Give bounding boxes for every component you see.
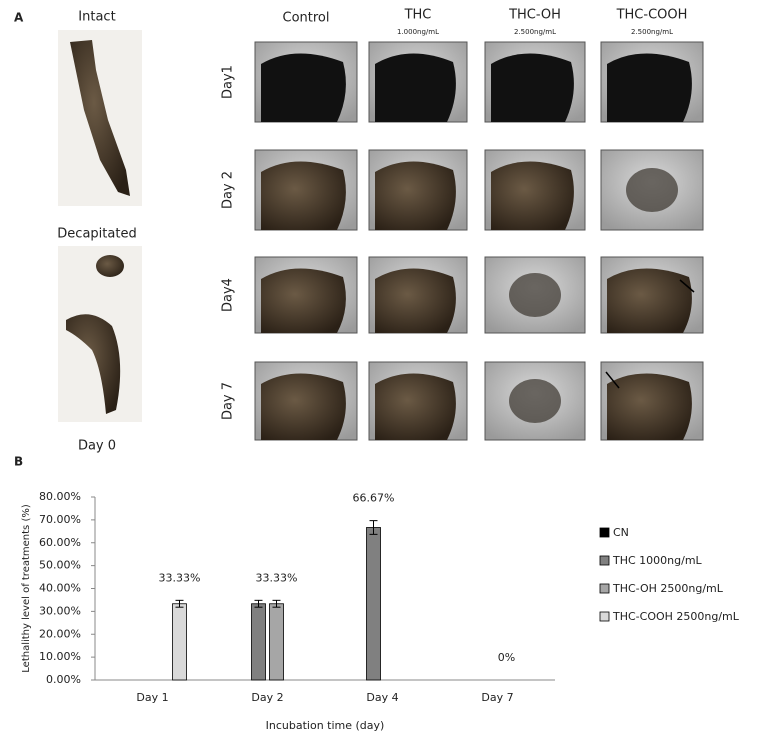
planarian-body — [261, 268, 346, 333]
x-tick-label: Day 7 — [481, 691, 513, 704]
intact-label: Intact — [78, 10, 115, 25]
column-dose: 1.000ng/mL — [397, 28, 439, 36]
panel-label: A — [14, 11, 24, 25]
y-tick-label: 10.00% — [39, 650, 81, 663]
y-tick-label: 70.00% — [39, 513, 81, 526]
y-tick-label: 30.00% — [39, 604, 81, 617]
bar — [251, 603, 266, 681]
y-tick-label: 80.00% — [39, 490, 81, 503]
planarian-body — [375, 373, 456, 440]
column-header: THC-COOH — [616, 8, 688, 23]
arrow — [605, 371, 620, 389]
tissue — [509, 273, 561, 317]
column-dose: 2.500ng/mL — [631, 28, 673, 36]
y-tick-label: 50.00% — [39, 559, 81, 572]
planarian-body — [607, 268, 692, 333]
planarian — [66, 314, 121, 414]
column-dose: 2.500ng/mL — [514, 28, 556, 36]
x-tick-label: Day 2 — [251, 691, 283, 704]
planarian-body — [491, 161, 574, 230]
legend-swatch — [599, 527, 610, 538]
x-tick-label: Day 1 — [136, 691, 168, 704]
data-label: 66.67% — [353, 492, 395, 505]
y-tick-label: 40.00% — [39, 582, 81, 595]
y-tick-label: 0.00% — [46, 673, 81, 686]
legend-swatch — [599, 611, 610, 622]
row-label: Day1 — [221, 65, 236, 99]
column-header: THC-OH — [508, 8, 561, 23]
legend-label: THC-OH 2500ng/mL — [612, 582, 724, 595]
planarian-body — [607, 53, 692, 122]
y-tick-label: 60.00% — [39, 536, 81, 549]
chart: 0.00% 10.00% 20.00% 30.00% 40.00% 50.00% 60.00… — [21, 490, 740, 732]
decapitated-label: Decapitated — [57, 227, 136, 242]
bar — [366, 527, 381, 681]
legend-label: CN — [613, 526, 629, 539]
y-axis-title: Lethalithy level of treatments (%) — [21, 504, 32, 673]
planarian-body — [261, 373, 346, 440]
x-tick-label: Day 4 — [366, 691, 398, 704]
planarian — [70, 40, 130, 196]
column-header: Control — [283, 11, 330, 26]
planarian-body — [261, 53, 346, 122]
arrow — [679, 279, 695, 293]
bar — [172, 603, 187, 681]
y-tick-label: 20.00% — [39, 627, 81, 640]
legend-label: THC 1000ng/mL — [612, 554, 703, 567]
legend-swatch — [599, 583, 610, 594]
x-axis-title: Incubation time (day) — [266, 719, 385, 732]
panel-label: B — [14, 455, 23, 469]
planarian-body — [375, 268, 456, 333]
bar — [269, 603, 284, 681]
legend-swatch — [599, 555, 610, 566]
photo-grid: Control THC 1.000ng/mL THC-OH 2.500ng/mL THC-… — [221, 8, 704, 441]
data-label: 33.33% — [159, 571, 201, 584]
data-label: 0% — [498, 651, 515, 664]
data-label: 33.33% — [256, 571, 298, 584]
legend-label: THC-COOH 2500ng/mL — [612, 610, 740, 623]
row-label: Day4 — [221, 278, 236, 312]
row-label: Day 2 — [221, 171, 236, 209]
tissue — [626, 168, 678, 212]
planarian-body — [491, 53, 574, 122]
planarian-body — [375, 53, 456, 122]
planarian-body — [261, 161, 346, 230]
planarian-body — [375, 161, 456, 230]
column-header: THC — [404, 8, 432, 23]
planarian-head — [96, 255, 124, 277]
day0-label: Day 0 — [78, 439, 116, 454]
row-label: Day 7 — [221, 382, 236, 420]
planarian-body — [607, 373, 692, 440]
tissue — [509, 379, 561, 423]
